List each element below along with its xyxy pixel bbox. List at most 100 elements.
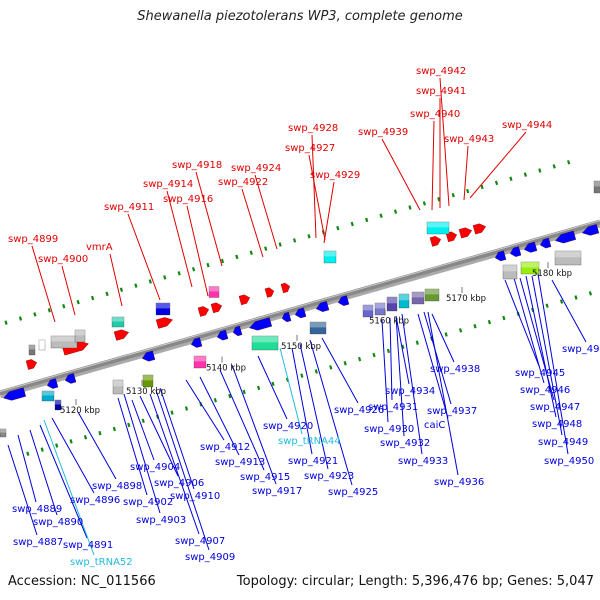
outer-forward-track-dot bbox=[4, 320, 8, 325]
feature-box-shine bbox=[112, 317, 124, 322]
reverse-label-leader bbox=[423, 311, 452, 405]
forward-gene-arrow bbox=[197, 306, 210, 317]
reverse-gene-label: swp_4923 bbox=[304, 471, 354, 482]
track-dots bbox=[4, 160, 593, 456]
feature-box-shine bbox=[75, 330, 85, 336]
outer-reverse-track-dot bbox=[415, 340, 419, 345]
feature-box bbox=[520, 261, 540, 275]
outer-forward-track-dot bbox=[76, 299, 80, 305]
outer-reverse-track-dot bbox=[242, 389, 246, 395]
outer-forward-track-dot bbox=[278, 242, 282, 247]
outer-forward-track-dot bbox=[523, 172, 527, 177]
reverse-gene-label: swp_4906 bbox=[154, 478, 204, 489]
scale-tick-label: 5130 kbp bbox=[126, 387, 166, 397]
feature-box-shine bbox=[399, 294, 409, 301]
reverse-label-leader bbox=[395, 315, 405, 437]
feature-box-shine bbox=[363, 305, 373, 311]
forward-gene-arrow bbox=[445, 231, 458, 243]
feature-box bbox=[554, 250, 582, 266]
reverse-gene-label: swp_4932 bbox=[380, 438, 430, 449]
reverse-label-leader bbox=[279, 347, 303, 435]
outer-forward-track-dot bbox=[148, 279, 152, 284]
forward-gene-label: swp_4941 bbox=[416, 86, 466, 97]
reverse-gene-arrow bbox=[190, 337, 203, 348]
outer-reverse-track-dot bbox=[141, 418, 145, 424]
reverse-label-leader bbox=[299, 343, 329, 470]
forward-gene-label: swp_4918 bbox=[172, 160, 222, 171]
outer-reverse-track-dot bbox=[127, 422, 131, 428]
outer-reverse-track-dot bbox=[300, 373, 304, 378]
forward-gene-arrow bbox=[155, 317, 173, 329]
reverse-gene-arrow bbox=[249, 317, 272, 331]
feature-box bbox=[41, 390, 55, 402]
feature-box-shine bbox=[594, 181, 600, 187]
outer-forward-track-dot bbox=[191, 266, 196, 272]
reverse-gene-label: swp_4926 bbox=[334, 405, 384, 416]
feature-box-shine bbox=[375, 303, 385, 309]
outer-reverse-track-dot bbox=[444, 332, 448, 337]
outer-reverse-track-dot bbox=[357, 356, 362, 362]
reverse-label-leader bbox=[139, 395, 179, 477]
forward-label-leader bbox=[61, 265, 76, 316]
feature-box-shine bbox=[310, 322, 326, 328]
backbone-highlight bbox=[0, 220, 600, 392]
reverse-gene-arrow bbox=[216, 329, 229, 341]
reverse-gene-arrow bbox=[142, 350, 156, 362]
reverse-gene-label: swp_4902 bbox=[123, 497, 173, 508]
reverse-label-leader bbox=[321, 337, 359, 404]
outer-reverse-track-dot bbox=[545, 303, 549, 308]
reverse-label-leader bbox=[551, 279, 587, 343]
reverse-gene-arrow bbox=[3, 387, 26, 401]
forward-label-leader bbox=[195, 171, 223, 267]
reverse-label-leader bbox=[159, 387, 195, 490]
reverse-label-leader bbox=[513, 277, 545, 384]
reverse-gene-label: swp_4890 bbox=[33, 517, 83, 528]
outer-forward-track-dot bbox=[62, 303, 66, 309]
reverse-label-leader bbox=[123, 393, 161, 514]
forward-gene-label: swp_4943 bbox=[444, 134, 494, 145]
feature-box-shine bbox=[143, 375, 153, 381]
forward-gene-label: swp_4916 bbox=[163, 194, 213, 205]
outer-reverse-track-dot bbox=[314, 369, 318, 374]
forward-gene-arrow bbox=[280, 282, 291, 294]
outer-reverse-track-dot bbox=[257, 385, 261, 391]
feature-box bbox=[142, 374, 154, 388]
reverse-label-leader bbox=[537, 273, 569, 455]
scale-tick-label: 5160 kbp bbox=[369, 316, 409, 326]
outer-forward-track-dot bbox=[18, 316, 23, 321]
feature-box-shine bbox=[42, 391, 54, 396]
feature-box-shine bbox=[55, 400, 61, 405]
rna-gene-label: swp_tRNA44 bbox=[278, 436, 341, 447]
outer-forward-track-dot bbox=[567, 160, 571, 165]
scale-tick-label: 5120 kbp bbox=[60, 406, 100, 416]
feature-box-shine bbox=[324, 251, 336, 257]
outer-forward-track-dot bbox=[336, 225, 340, 231]
reverse-gene-arrow bbox=[64, 373, 77, 384]
feature-box bbox=[38, 339, 46, 351]
outer-forward-track-dot bbox=[105, 291, 109, 297]
reverse-gene-label: swp_4938 bbox=[430, 364, 480, 375]
outer-reverse-track-dot bbox=[271, 381, 275, 387]
reverse-gene-arrow bbox=[555, 230, 577, 244]
forward-gene-label: swp_4942 bbox=[416, 66, 466, 77]
genome-features bbox=[0, 180, 600, 438]
outer-forward-track-dot bbox=[538, 168, 542, 173]
reverse-label-leader bbox=[504, 279, 540, 367]
scale-ticks: 5120 kbp 5130 kbp 5140 kbp 5150 kbp 5160 kbp… bbox=[60, 262, 572, 416]
forward-gene-label: swp_4911 bbox=[104, 202, 154, 213]
outer-forward-track-dot bbox=[365, 217, 369, 223]
forward-gene-arrow bbox=[429, 236, 442, 247]
reverse-gene-arrow bbox=[294, 307, 307, 319]
forward-gene-arrow bbox=[113, 329, 129, 341]
outer-reverse-track-dot bbox=[213, 398, 217, 403]
label-leaders bbox=[7, 77, 587, 556]
outer-forward-track-dot bbox=[249, 250, 253, 255]
reverse-gene-label: swp_4949 bbox=[538, 437, 588, 448]
outer-reverse-track-dot bbox=[184, 406, 189, 411]
backbone-line bbox=[0, 219, 600, 396]
scale-tick-label: 5140 kbp bbox=[206, 364, 246, 374]
reverse-label-leader bbox=[155, 389, 210, 551]
reverse-gene-arrow bbox=[337, 295, 350, 306]
outer-forward-track-dot bbox=[206, 262, 210, 268]
